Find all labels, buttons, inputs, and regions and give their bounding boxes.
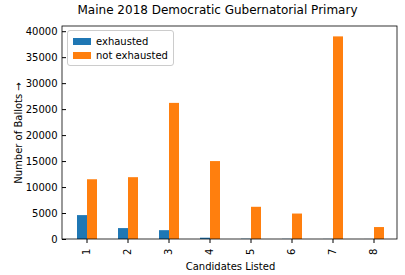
html-text:exhausted: exhausted xyxy=(96,35,149,47)
svg-text:5: 5 xyxy=(245,249,256,255)
svg-text:5000: 5000 xyxy=(32,208,57,219)
svg-text:Number of Ballots →: Number of Ballots → xyxy=(13,82,24,184)
svg-text:1: 1 xyxy=(81,249,92,255)
html-text:not exhausted: not exhausted xyxy=(96,49,168,61)
svg-text:3: 3 xyxy=(163,249,174,255)
svg-text:2: 2 xyxy=(122,249,133,255)
svg-text:10000: 10000 xyxy=(26,182,58,193)
svg-text:35000: 35000 xyxy=(26,52,58,63)
svg-text:8: 8 xyxy=(368,249,379,255)
svg-text:7: 7 xyxy=(327,249,338,255)
svg-text:40000: 40000 xyxy=(26,26,58,37)
html-text:Maine 2018 Democratic Gubernat: Maine 2018 Democratic Gubernatorial Prim… xyxy=(77,3,358,17)
svg-text:15000: 15000 xyxy=(26,156,58,167)
svg-text:Candidates Listed: Candidates Listed xyxy=(186,261,276,272)
svg-text:30000: 30000 xyxy=(26,78,58,89)
svg-text:0: 0 xyxy=(51,234,57,245)
svg-text:20000: 20000 xyxy=(26,130,58,141)
svg-text:25000: 25000 xyxy=(26,104,58,115)
svg-text:4: 4 xyxy=(204,249,215,255)
svg-text:6: 6 xyxy=(286,249,297,255)
